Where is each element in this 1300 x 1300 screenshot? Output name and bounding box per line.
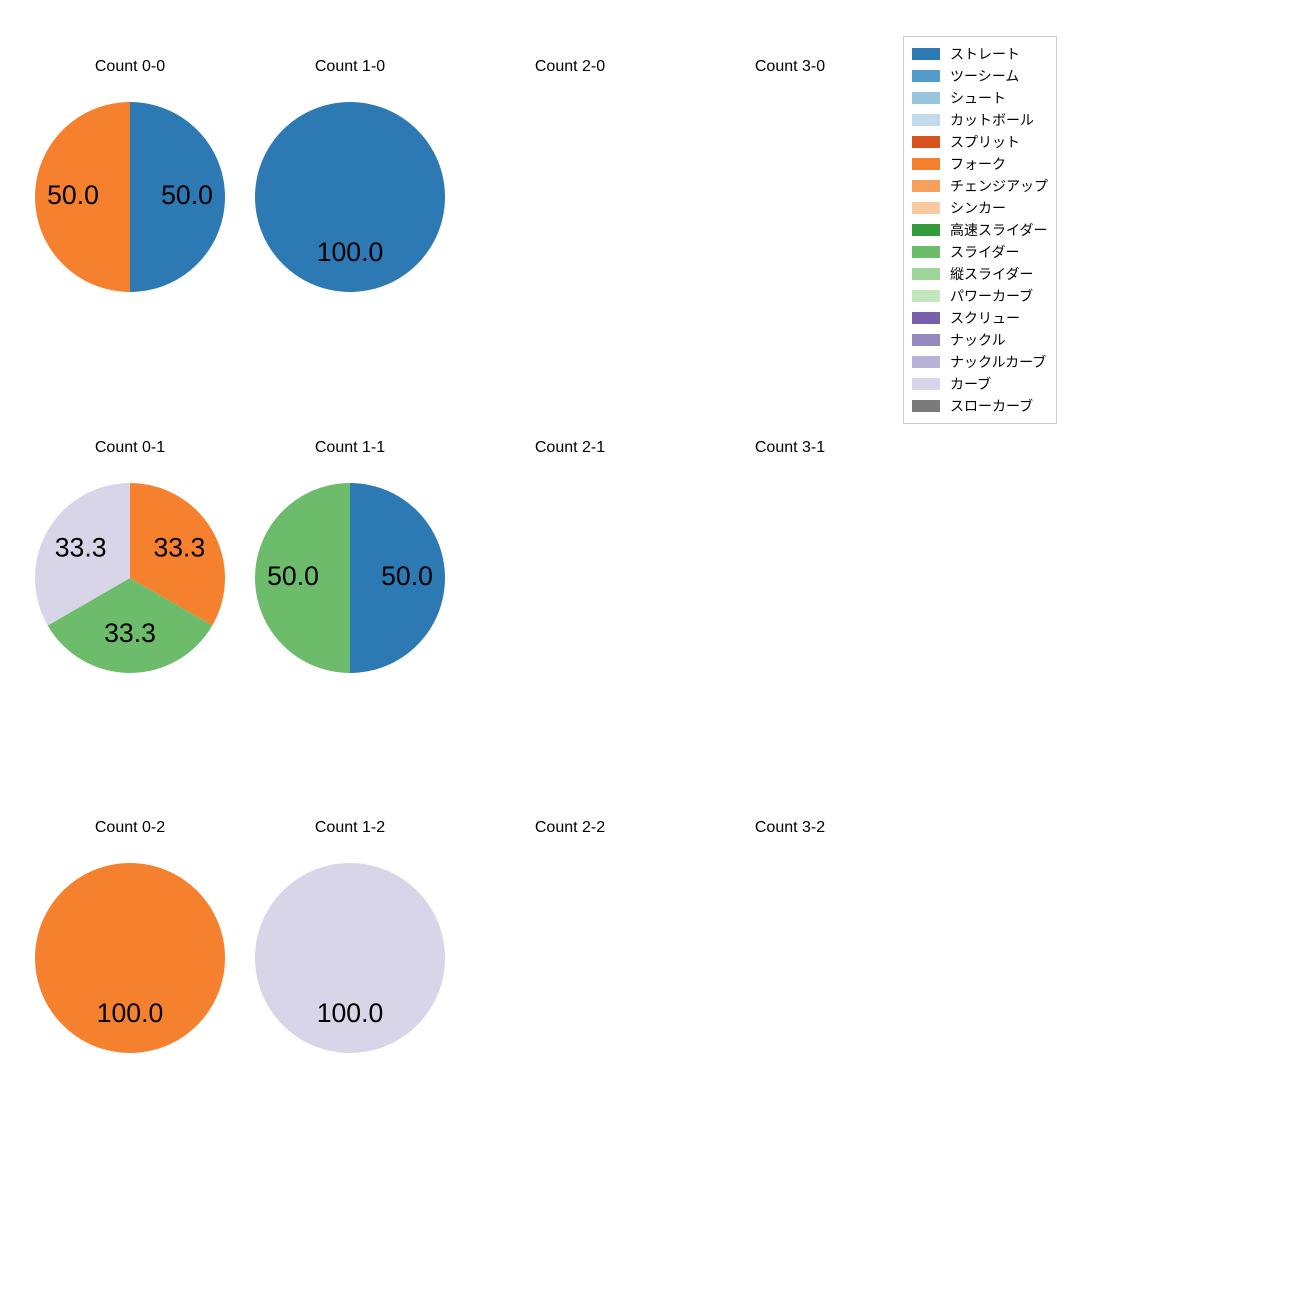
chart-title: Count 3-2 [680, 819, 900, 837]
legend-swatch [912, 70, 940, 82]
chart-title: Count 2-2 [460, 819, 680, 837]
chart-title: Count 0-0 [20, 58, 240, 76]
legend-swatch [912, 202, 940, 214]
legend: ストレートツーシームシュートカットボールスプリットフォークチェンジアップシンカー… [903, 36, 1057, 424]
legend-item: チェンジアップ [912, 175, 1048, 197]
legend-item: スプリット [912, 131, 1048, 153]
legend-label: ストレート [950, 44, 1020, 64]
pie-wrap: 100.0 [35, 863, 225, 1053]
chart-title: Count 0-1 [20, 439, 240, 457]
legend-swatch [912, 246, 940, 258]
pie-wrap: 100.0 [255, 863, 445, 1053]
legend-label: フォーク [950, 154, 1006, 174]
pie-chart: 33.3 33.3 33.3 [35, 483, 225, 673]
legend-swatch [912, 48, 940, 60]
chart-title: Count 2-1 [460, 439, 680, 457]
legend-item: フォーク [912, 153, 1048, 175]
legend-item: パワーカーブ [912, 285, 1048, 307]
slice-label: 50.0 [381, 561, 433, 591]
pie-wrap: 50.0 50.0 [35, 102, 225, 292]
legend-label: パワーカーブ [950, 286, 1033, 306]
legend-item: 縦スライダー [912, 263, 1048, 285]
legend-item: ナックル [912, 329, 1048, 351]
legend-label: ツーシーム [950, 66, 1019, 86]
chart-cell: Count 0-0 50.0 50.0 [20, 10, 240, 391]
chart-cell: Count 3-2 [680, 771, 900, 1152]
legend-item: カーブ [912, 373, 1048, 395]
pie-wrap: 100.0 [255, 102, 445, 292]
slice-label: 33.3 [55, 532, 107, 562]
pie-wrap: 50.0 50.0 [255, 483, 445, 673]
chart-title: Count 2-0 [460, 58, 680, 76]
chart-title: Count 3-0 [680, 58, 900, 76]
slice-label: 100.0 [317, 998, 384, 1028]
legend-label: スクリュー [950, 308, 1020, 328]
pie-chart: 50.0 50.0 [255, 483, 445, 673]
legend-item: スローカーブ [912, 395, 1048, 417]
legend-swatch [912, 312, 940, 324]
legend-swatch [912, 224, 940, 236]
legend-label: カットボール [950, 110, 1034, 130]
chart-cell: Count 2-1 [460, 391, 680, 772]
chart-title: Count 1-1 [240, 439, 460, 457]
legend-swatch [912, 92, 940, 104]
legend-item: ストレート [912, 43, 1048, 65]
legend-item: カットボール [912, 109, 1048, 131]
legend-label: シンカー [950, 198, 1006, 218]
chart-grid: Count 0-0 50.0 50.0 Count 1-0 100.0 Count 2-0… [0, 0, 1300, 1300]
chart-cell: Count 2-2 [460, 771, 680, 1152]
pie-wrap: 33.3 33.3 33.3 [35, 483, 225, 673]
slice-label: 100.0 [317, 237, 384, 267]
legend-label: スローカーブ [950, 396, 1033, 416]
legend-label: シュート [950, 88, 1006, 108]
legend-label: 高速スライダー [950, 220, 1047, 240]
slice-label: 50.0 [267, 561, 319, 591]
legend-swatch [912, 290, 940, 302]
legend-swatch [912, 268, 940, 280]
legend-swatch [912, 158, 940, 170]
legend-item: ナックルカーブ [912, 351, 1048, 373]
legend-item: スライダー [912, 241, 1048, 263]
legend-swatch [912, 136, 940, 148]
chart-title: Count 3-1 [680, 439, 900, 457]
chart-cell: Count 0-1 33.3 33.3 33.3 [20, 391, 240, 772]
chart-cell: Count 1-2 100.0 [240, 771, 460, 1152]
chart-cell: Count 1-0 100.0 [240, 10, 460, 391]
legend-swatch [912, 180, 940, 192]
pie-chart: 100.0 [35, 863, 225, 1053]
pie-chart: 50.0 50.0 [35, 102, 225, 292]
chart-cell: Count 0-2 100.0 [20, 771, 240, 1152]
chart-cell: Count 3-1 [680, 391, 900, 772]
slice-label: 33.3 [153, 532, 205, 562]
chart-title: Count 0-2 [20, 819, 240, 837]
legend-label: スライダー [950, 242, 1019, 262]
legend-item: シンカー [912, 197, 1048, 219]
chart-cell: Count 1-1 50.0 50.0 [240, 391, 460, 772]
legend-item: 高速スライダー [912, 219, 1048, 241]
slice-label: 100.0 [97, 998, 164, 1028]
legend-label: チェンジアップ [950, 176, 1048, 196]
legend-label: 縦スライダー [950, 264, 1033, 284]
slice-label: 50.0 [161, 180, 213, 210]
legend-label: ナックルカーブ [950, 352, 1046, 372]
slice-label: 33.3 [104, 618, 156, 648]
legend-label: ナックル [950, 330, 1006, 350]
legend-label: スプリット [950, 132, 1020, 152]
chart-cell: Count 2-0 [460, 10, 680, 391]
slice-label: 50.0 [47, 180, 99, 210]
legend-item: ツーシーム [912, 65, 1048, 87]
chart-cell: Count 3-0 [680, 10, 900, 391]
pie-chart: 100.0 [255, 863, 445, 1053]
pie-chart: 100.0 [255, 102, 445, 292]
legend-item: スクリュー [912, 307, 1048, 329]
legend-swatch [912, 400, 940, 412]
legend-swatch [912, 114, 940, 126]
legend-swatch [912, 356, 940, 368]
legend-item: シュート [912, 87, 1048, 109]
legend-swatch [912, 378, 940, 390]
chart-title: Count 1-0 [240, 58, 460, 76]
legend-swatch [912, 334, 940, 346]
chart-title: Count 1-2 [240, 819, 460, 837]
legend-label: カーブ [950, 374, 991, 394]
